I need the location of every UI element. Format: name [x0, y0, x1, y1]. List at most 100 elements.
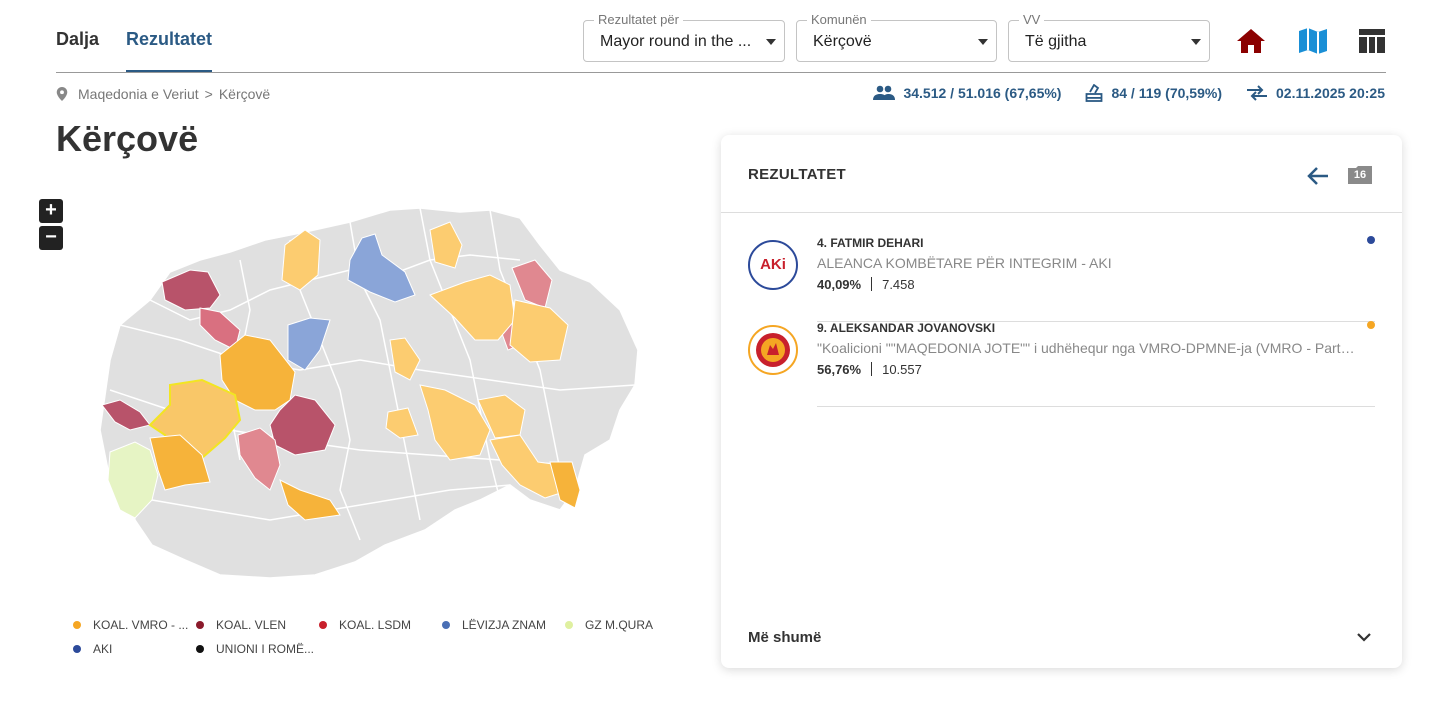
legend-dot: [442, 621, 450, 629]
round-select-label: Rezultatet për: [594, 12, 683, 28]
candidate-percent: 56,76%: [817, 362, 862, 377]
region-vmro-10: [477, 394, 526, 439]
polling-station-select-label: VV: [1019, 12, 1045, 28]
ballot-box-icon: [1086, 84, 1103, 102]
region-vmro-2: [149, 434, 211, 491]
candidate-votes: 10.557: [882, 362, 922, 377]
region-vlen-1: [161, 269, 221, 311]
region-vmro-9: [419, 384, 491, 461]
divider: [871, 362, 873, 376]
region-vlen-2: [269, 394, 336, 456]
candidate-color-dot: [1367, 321, 1375, 329]
region-znam-2: [287, 317, 331, 371]
legend-dot: [196, 621, 204, 629]
panel-title: REZULTATET: [748, 166, 846, 183]
location-pin-icon: [56, 87, 68, 101]
municipality-select[interactable]: Komunën Kërçovë: [796, 12, 997, 62]
legend-label: GZ M.QURA: [585, 618, 653, 632]
candidate-name: 9. ALEKSANDAR JOVANOVSKI: [817, 321, 996, 335]
region-mqura: [107, 441, 159, 519]
breadcrumb-separator: >: [204, 86, 213, 102]
polling-station-select-value: Të gjitha: [1025, 33, 1087, 50]
legend-item[interactable]: KOAL. VMRO - ...: [73, 618, 188, 632]
region-vmro-3: [279, 479, 341, 521]
candidate-color-dot: [1367, 236, 1375, 244]
candidate-row[interactable]: AKi 4. FATMIR DEHARI ALEANCA KOMBËTARE P…: [748, 236, 1375, 322]
legend-label: AKI: [93, 642, 113, 656]
party-logo: AKi: [748, 240, 798, 290]
page-title: Kërçovë: [56, 118, 199, 159]
region-vmro-7: [509, 299, 569, 363]
stations-stat: 84 / 119 (70,59%): [1085, 84, 1222, 102]
municipality-select-value: Kërçovë: [813, 33, 872, 50]
updated-stat: 02.11.2025 20:25: [1246, 84, 1385, 102]
candidate-results: 56,76% 10.557: [817, 362, 922, 377]
region-vmro-12: [549, 461, 581, 509]
row-divider: [817, 321, 1375, 322]
results-count-badge[interactable]: 16: [1347, 165, 1373, 185]
legend-item[interactable]: AKI: [73, 642, 112, 656]
legend-label: UNIONI I ROMË...: [216, 642, 315, 656]
home-icon[interactable]: [1234, 24, 1268, 58]
municipality-select-label: Komunën: [807, 12, 871, 28]
lion-emblem-icon: [756, 333, 790, 367]
arrow-back-icon[interactable]: [1306, 165, 1330, 187]
round-select-value: Mayor round in the ...: [600, 33, 750, 50]
candidate-row[interactable]: 9. ALEKSANDAR JOVANOVSKI "Koalicioni ""M…: [748, 321, 1375, 407]
polling-station-select[interactable]: VV Të gjitha: [1008, 12, 1210, 62]
candidate-party: ALEANCA KOMBËTARE PËR INTEGRIM - AKI: [817, 255, 1112, 271]
folder-icon: [1348, 166, 1372, 184]
divider: [871, 277, 873, 291]
zoom-in-button[interactable]: +: [39, 199, 63, 223]
region-vmro-1: [219, 334, 296, 411]
stations-value: 84 / 119 (70,59%): [1111, 85, 1222, 101]
breadcrumb: Maqedonia e Veriut > Kërçovë: [56, 86, 270, 102]
tab-rezultatet[interactable]: Rezultatet: [126, 28, 213, 73]
legend-item[interactable]: UNIONI I ROMË...: [196, 642, 314, 656]
candidate-name: 4. FATMIR DEHARI: [817, 236, 924, 250]
legend-label: LËVIZJA ZNAM: [462, 618, 547, 632]
chevron-down-icon[interactable]: [1356, 631, 1372, 643]
show-more-button[interactable]: Më shumë: [748, 629, 822, 646]
row-divider: [817, 406, 1375, 407]
region-vmro-8: [389, 337, 421, 381]
region-vmro-13: [385, 407, 419, 439]
tab-dalja[interactable]: Dalja: [56, 29, 100, 49]
header-divider: [56, 72, 1386, 73]
region-vmro-5: [429, 221, 463, 269]
legend-label: KOAL. LSDM: [339, 618, 412, 632]
legend-item[interactable]: KOAL. VLEN: [196, 618, 286, 632]
round-select[interactable]: Rezultatet për Mayor round in the ...: [583, 12, 785, 62]
table-icon[interactable]: [1355, 24, 1389, 58]
region-vmro-4: [281, 229, 321, 291]
results-panel: REZULTATET 16 AKi 4. FATMIR DEHARI ALEAN…: [721, 135, 1402, 668]
tab-bar: Dalja Rezultatet: [56, 28, 213, 73]
legend-dot: [73, 645, 81, 653]
zoom-out-button[interactable]: −: [39, 226, 63, 250]
legend-label: KOAL. VLEN: [216, 618, 287, 632]
candidate-results: 40,09% 7.458: [817, 277, 915, 292]
legend-label: KOAL. VMRO - ...: [93, 618, 189, 632]
candidate-party: "Koalicioni ""MAQEDONIA JOTE"" i udhëheq…: [817, 340, 1357, 356]
legend-dot: [196, 645, 204, 653]
legend-item[interactable]: LËVIZJA ZNAM: [442, 618, 546, 632]
breadcrumb-root[interactable]: Maqedonia e Veriut: [78, 86, 199, 102]
region-lsdm-3: [511, 259, 553, 309]
sync-arrows-icon: [1247, 85, 1267, 101]
people-icon: [873, 85, 896, 100]
legend-dot: [319, 621, 327, 629]
candidate-percent: 40,09%: [817, 277, 862, 292]
legend-dot: [565, 621, 573, 629]
party-logo: [748, 325, 798, 375]
turnout-value: 34.512 / 51.016 (67,65%): [903, 85, 1062, 101]
chevron-down-icon: [766, 39, 776, 45]
updated-value: 02.11.2025 20:25: [1276, 85, 1385, 101]
stats-bar: 34.512 / 51.016 (67,65%) 84 / 119 (70,59…: [873, 84, 1385, 102]
map-icon[interactable]: [1296, 24, 1330, 58]
legend-item[interactable]: GZ M.QURA: [565, 618, 653, 632]
municipality-map[interactable]: [90, 200, 650, 590]
candidate-votes: 7.458: [882, 277, 915, 292]
party-logo-text: AKi: [760, 256, 786, 273]
legend-item[interactable]: KOAL. LSDM: [319, 618, 411, 632]
region-lsdm-2: [237, 427, 281, 491]
